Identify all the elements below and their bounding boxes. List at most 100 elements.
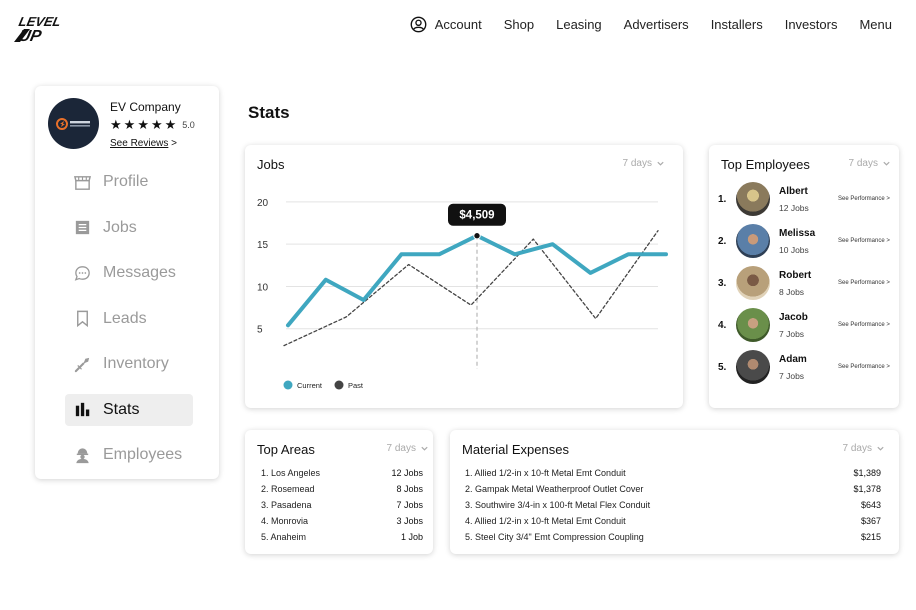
sidebar-item-employees[interactable]: Employees <box>65 439 193 471</box>
area-name: 1. Los Angeles <box>261 468 321 478</box>
sidebar-item-label: Messages <box>103 264 176 281</box>
bar-chart-icon <box>75 402 90 417</box>
chevron-down-icon <box>657 161 664 166</box>
nav-account[interactable]: Account <box>410 16 482 33</box>
employee-jobs: 7 Jobs <box>779 370 805 381</box>
employee-avatar <box>736 308 770 342</box>
nav-shop[interactable]: Shop <box>504 17 534 32</box>
employee-name: Jacob <box>779 311 808 323</box>
materials-range-dropdown[interactable]: 7 days <box>843 443 885 454</box>
area-name: 5. Anaheim <box>261 532 307 542</box>
employee-rank: 1. <box>718 193 727 205</box>
star-rating: ★ ★ ★ ★ ★ 5.0 <box>110 117 195 133</box>
list-item: 2. Rosemead 8 Jobs <box>261 481 423 497</box>
materials-list: 1. Allied 1/2-in x 10-ft Metal Emt Condu… <box>465 465 881 545</box>
worker-icon <box>76 447 89 463</box>
list-item: 2. Gampak Metal Weatherproof Outlet Cove… <box>465 481 881 497</box>
list-item: 1. Allied 1/2-in x 10-ft Metal Emt Condu… <box>465 465 881 481</box>
list-item: 4. Allied 1/2-in x 10-ft Metal Emt Condu… <box>465 513 881 529</box>
bookmark-icon <box>77 310 88 328</box>
see-reviews-label: See Reviews <box>110 138 169 149</box>
areas-range-dropdown[interactable]: 7 days <box>387 443 429 454</box>
company-logo <box>48 98 99 149</box>
employee-row: 1. Albert 12 Jobs See Performance > <box>718 178 899 220</box>
tooltip-box <box>448 203 506 226</box>
employee-info: Albert 12 Jobs <box>779 186 834 213</box>
logo-mark: LEVEL UP <box>14 14 62 45</box>
material-name: 4. Allied 1/2-in x 10-ft Metal Emt Condu… <box>465 516 626 526</box>
company-name: EV Company <box>110 100 181 114</box>
material-name: 3. Southwire 3/4-in x 100-ft Metal Flex … <box>465 500 651 510</box>
list-item: 5. Steel City 3/4" Emt Compression Coupl… <box>465 529 881 545</box>
sidebar-item-label: Employees <box>103 446 183 463</box>
material-cost: $215 <box>860 532 881 542</box>
material-name: 1. Allied 1/2-in x 10-ft Metal Emt Condu… <box>465 468 626 478</box>
sidebar-menu: Profile Jobs Messages Leads <box>65 166 193 485</box>
sidebar-item-jobs[interactable]: Jobs <box>65 212 193 244</box>
sidebar-item-leads[interactable]: Leads <box>65 303 193 335</box>
see-performance-link[interactable]: See Performance > <box>838 238 890 244</box>
list-item: 1. Los Angeles 12 Jobs <box>261 465 423 481</box>
see-reviews-link[interactable]: See Reviews > <box>110 138 177 149</box>
employee-name: Albert <box>779 185 808 197</box>
employees-card-title: Top Employees <box>721 157 810 172</box>
range-label: 7 days <box>386 443 416 454</box>
chart-legend: Current Past <box>283 380 364 390</box>
sidebar-item-profile[interactable]: Profile <box>65 166 193 198</box>
list-item: 3. Pasadena 7 Jobs <box>261 497 423 513</box>
employee-jobs: 12 Jobs <box>779 202 809 213</box>
nav-leasing[interactable]: Leasing <box>556 17 602 32</box>
nav-shop-label: Shop <box>503 17 535 32</box>
sidebar-item-stats[interactable]: Stats <box>65 393 193 426</box>
employee-name: Robert <box>779 269 812 281</box>
chevron-down-icon <box>421 446 428 451</box>
nav-investors[interactable]: Investors <box>785 17 838 32</box>
sidebar: EV Company ★ ★ ★ ★ ★ 5.0 See Reviews > P… <box>35 86 219 479</box>
employee-jobs: 8 Jobs <box>779 286 805 297</box>
user-circle-icon <box>410 16 427 33</box>
employee-rank: 2. <box>718 235 727 247</box>
jobs-range-dropdown[interactable]: 7 days <box>623 158 665 169</box>
see-performance-link[interactable]: See Performance > <box>838 322 890 328</box>
materials-card-title: Material Expenses <box>462 442 569 457</box>
employee-list: 1. Albert 12 Jobs See Performance > 2. M… <box>718 178 899 388</box>
legend-swatch-current <box>283 380 293 390</box>
employees-range-dropdown[interactable]: 7 days <box>849 158 891 169</box>
employee-info: Melissa 10 Jobs <box>779 228 834 255</box>
sidebar-item-label: Inventory <box>103 355 169 372</box>
sidebar-item-messages[interactable]: Messages <box>65 257 193 289</box>
chart-grid: 5 10 15 20 <box>257 198 658 336</box>
list-item: 5. Anaheim 1 Job <box>261 529 423 545</box>
nav-account-label: Account <box>434 17 482 32</box>
area-name: 3. Pasadena <box>261 500 312 510</box>
employee-rank: 5. <box>718 361 727 373</box>
star-icon: ★ <box>123 117 136 132</box>
material-cost: $1,389 <box>853 468 881 478</box>
see-performance-link[interactable]: See Performance > <box>838 364 890 370</box>
employee-row: 5. Adam 7 Jobs See Performance > <box>718 346 899 388</box>
star-icon: ★ <box>110 117 122 132</box>
sidebar-item-label: Profile <box>103 173 149 190</box>
area-name: 2. Rosemead <box>261 484 315 494</box>
top-navigation: Account Shop Leasing Advertisers Install… <box>410 16 892 33</box>
see-performance-link[interactable]: See Performance > <box>838 196 890 202</box>
chevron-down-icon <box>877 446 884 451</box>
wrench-icon <box>74 357 90 372</box>
top-areas-card: Top Areas 7 days 1. Los Angeles 12 Jobs 2… <box>245 430 433 554</box>
y-tick-label: 5 <box>257 325 263 336</box>
nav-installers[interactable]: Installers <box>711 17 763 32</box>
area-name: 4. Monrovia <box>261 516 309 526</box>
nav-advertisers[interactable]: Advertisers <box>624 17 689 32</box>
legend-label-current: Current <box>297 381 323 390</box>
list-item: 3. Southwire 3/4-in x 100-ft Metal Flex … <box>465 497 881 513</box>
y-tick-label: 10 <box>257 282 269 293</box>
areas-list: 1. Los Angeles 12 Jobs 2. Rosemead 8 Jobs … <box>261 465 423 545</box>
level-up-logo[interactable]: LEVEL UP <box>12 12 62 45</box>
highlight-point <box>473 232 481 240</box>
nav-menu[interactable]: Menu <box>859 17 892 32</box>
sidebar-item-inventory[interactable]: Inventory <box>65 348 193 380</box>
employee-row: 3. Robert 8 Jobs See Performance > <box>718 262 899 304</box>
employee-jobs: 10 Jobs <box>779 244 809 255</box>
see-performance-link[interactable]: See Performance > <box>838 280 890 286</box>
material-cost: $643 <box>860 500 881 510</box>
